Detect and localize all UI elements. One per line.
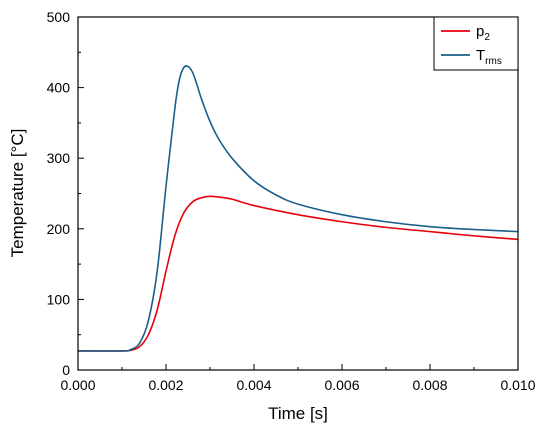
x-tick-label: 0.000 (60, 377, 95, 393)
y-axis: 0 100 200 300 400 500 (47, 9, 84, 378)
legend-label-p2: p2 (476, 23, 490, 43)
legend-trms-sub: rms (485, 56, 502, 67)
x-tick-label: 0.004 (236, 377, 271, 393)
y-tick-label: 100 (47, 291, 71, 307)
legend-p2-main: p (476, 23, 484, 40)
legend: p2 Trms (433, 16, 519, 71)
y-tick-label: 200 (47, 221, 71, 237)
legend-label-trms: Trms (476, 47, 502, 67)
series-line-trms (78, 65, 518, 352)
series-layer (78, 65, 518, 352)
x-axis: 0.000 0.002 0.004 0.006 0.008 0.010 (60, 364, 536, 393)
y-tick-label: 500 (47, 9, 71, 25)
legend-box (433, 16, 519, 71)
series-line-p2 (78, 195, 518, 352)
y-axis-label: Temperature [°C] (8, 129, 27, 258)
x-tick-label: 0.002 (148, 377, 183, 393)
x-tick-label: 0.010 (500, 377, 535, 393)
y-tick-label: 0 (62, 362, 70, 378)
y-tick-label: 400 (47, 80, 71, 96)
legend-p2-sub: 2 (484, 32, 490, 43)
legend-trms-main: T (476, 47, 485, 64)
y-tick-label: 300 (47, 150, 71, 166)
x-tick-label: 0.006 (324, 377, 359, 393)
x-axis-label: Time [s] (268, 404, 328, 423)
x-tick-label: 0.008 (412, 377, 447, 393)
